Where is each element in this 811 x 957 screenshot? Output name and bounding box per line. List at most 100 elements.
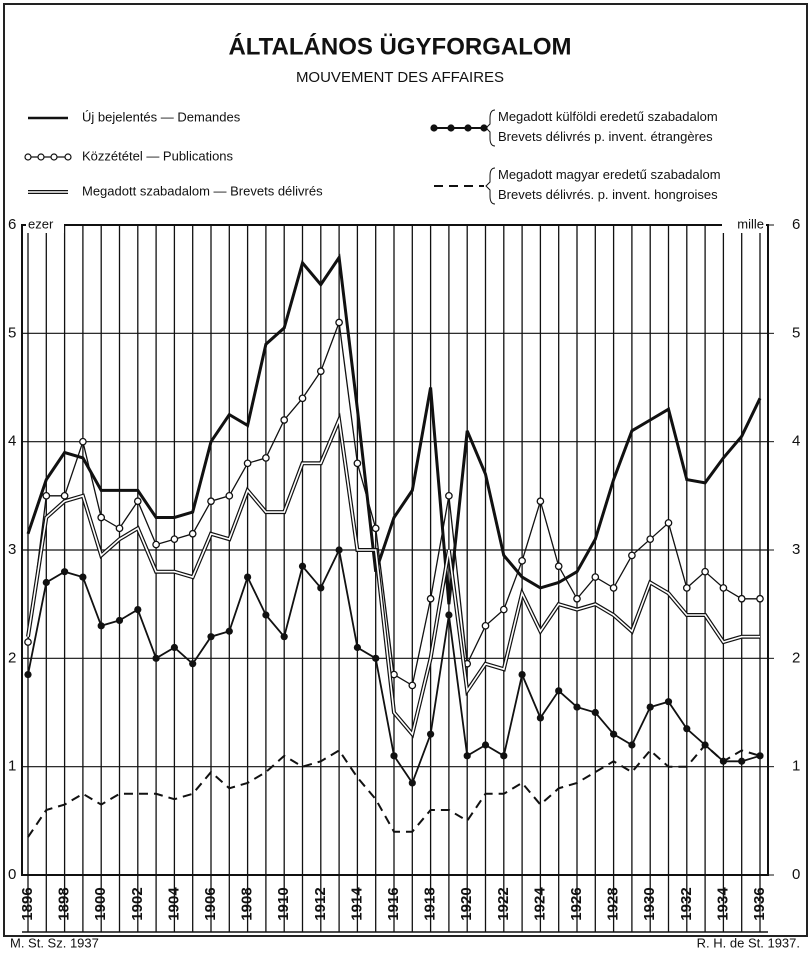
point bbox=[134, 605, 142, 614]
point bbox=[518, 670, 526, 679]
point bbox=[316, 367, 325, 376]
point bbox=[555, 687, 563, 695]
point bbox=[646, 535, 655, 544]
y2-tick-label: 4 bbox=[792, 433, 800, 450]
legend-symbol bbox=[64, 153, 72, 161]
point bbox=[115, 616, 124, 625]
legend-symbol bbox=[430, 124, 438, 132]
legend-item: Megadott magyar eredetű szabadalom Brevet… bbox=[434, 167, 721, 205]
point bbox=[335, 318, 343, 327]
point bbox=[371, 524, 380, 533]
point bbox=[445, 491, 453, 500]
y-tick-label: 0 bbox=[8, 866, 16, 883]
y-axis-label: ezer bbox=[28, 216, 54, 231]
point bbox=[353, 459, 362, 468]
point bbox=[481, 621, 490, 630]
point bbox=[225, 627, 233, 635]
point bbox=[682, 584, 691, 592]
legend-label: Megadott magyar eredetű szabadalom Brevet… bbox=[498, 167, 721, 202]
point bbox=[536, 497, 545, 506]
point bbox=[24, 670, 32, 679]
x-tick-label: 1896 bbox=[19, 887, 36, 920]
footer-left: M. St. Sz. 1937 bbox=[10, 935, 99, 950]
point bbox=[628, 551, 636, 560]
point bbox=[445, 611, 453, 619]
legend-label: Megadott külföldi eredetű szabadalom Brev… bbox=[498, 109, 718, 144]
point bbox=[408, 681, 417, 690]
point bbox=[481, 741, 490, 749]
point bbox=[225, 491, 234, 500]
point bbox=[499, 605, 508, 614]
point bbox=[591, 708, 599, 717]
point bbox=[335, 546, 343, 554]
x-tick-label: 1932 bbox=[678, 887, 695, 920]
x-tick-label: 1912 bbox=[312, 887, 329, 920]
point bbox=[133, 497, 142, 506]
point bbox=[536, 714, 545, 722]
line-series bbox=[27, 743, 761, 838]
x-tick-label: 1904 bbox=[165, 887, 182, 921]
x-tick-label: 1918 bbox=[422, 887, 439, 920]
point bbox=[152, 540, 160, 549]
point bbox=[683, 725, 691, 733]
point bbox=[756, 594, 764, 603]
y-tick-label: 2 bbox=[8, 649, 16, 666]
point bbox=[701, 567, 709, 576]
y2-tick-label: 6 bbox=[792, 216, 800, 233]
y-tick-label: 3 bbox=[8, 541, 16, 558]
y-tick-label: 6 bbox=[8, 216, 16, 233]
x-tick-label: 1920 bbox=[458, 887, 475, 920]
point bbox=[500, 752, 508, 760]
legend-symbol bbox=[480, 124, 488, 132]
point bbox=[280, 633, 288, 641]
point bbox=[170, 535, 179, 544]
point bbox=[463, 752, 471, 760]
legend-bracket bbox=[485, 109, 496, 147]
x-tick-label: 1902 bbox=[129, 887, 146, 920]
y2-label-bg bbox=[722, 217, 766, 233]
x-tick-label: 1900 bbox=[92, 887, 109, 920]
x-tick-label: 1908 bbox=[239, 887, 256, 920]
point bbox=[188, 529, 197, 538]
x-tick-label: 1928 bbox=[605, 887, 622, 920]
point bbox=[298, 562, 307, 570]
point bbox=[719, 584, 728, 592]
point bbox=[207, 633, 215, 641]
chart-subtitle: MOUVEMENT DES AFFAIRES bbox=[296, 69, 504, 86]
point bbox=[61, 568, 69, 576]
legend-symbol bbox=[447, 124, 455, 132]
point bbox=[427, 730, 435, 738]
legend-symbol bbox=[37, 153, 45, 161]
legend-label: Új bejelentés — Demandes bbox=[82, 109, 241, 124]
legend-item: Új bejelentés — Demandes bbox=[28, 109, 241, 124]
point bbox=[42, 578, 50, 587]
point bbox=[426, 594, 435, 603]
legend-item: Megadott szabadalom — Brevets délivrés bbox=[28, 183, 323, 198]
point bbox=[408, 779, 416, 787]
x-tick-label: 1922 bbox=[495, 887, 512, 920]
legend-symbol bbox=[50, 153, 58, 161]
x-tick-label: 1906 bbox=[202, 887, 219, 920]
y-tick-label: 1 bbox=[8, 758, 16, 775]
point bbox=[262, 454, 270, 462]
point bbox=[646, 703, 654, 711]
legend-bracket bbox=[485, 167, 496, 205]
footer-right: R. H. de St. 1937. bbox=[697, 935, 800, 950]
y2-axis-label: mille bbox=[737, 216, 764, 231]
point bbox=[243, 459, 252, 468]
point bbox=[280, 416, 289, 424]
x-tick-label: 1936 bbox=[751, 887, 768, 920]
x-tick-label: 1924 bbox=[531, 887, 548, 921]
point bbox=[518, 556, 526, 565]
point bbox=[737, 594, 746, 603]
point bbox=[60, 491, 69, 500]
legend-label: Megadott szabadalom — Brevets délivrés bbox=[82, 183, 323, 198]
legend-symbol bbox=[464, 124, 472, 132]
point bbox=[79, 573, 87, 581]
y2-tick-label: 5 bbox=[792, 324, 800, 341]
line-series-inner bbox=[27, 417, 760, 736]
point bbox=[353, 643, 361, 652]
point bbox=[628, 741, 636, 749]
x-tick-label: 1916 bbox=[385, 887, 402, 920]
